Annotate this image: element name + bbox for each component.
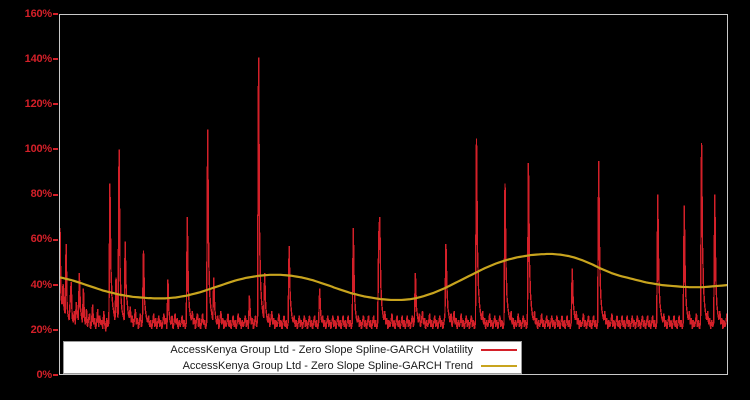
y-axis-tick-mark <box>53 103 58 105</box>
y-axis-tick-40: 40% <box>30 279 53 291</box>
y-axis-tick-120: 120% <box>24 98 53 110</box>
volatility-series-line <box>60 57 727 332</box>
legend-entry-volatility: AccessKenya Group Ltd - Zero Slope Splin… <box>64 342 521 358</box>
plot-area <box>59 14 728 375</box>
y-axis-tick-100: 100% <box>24 143 53 155</box>
y-axis-tick-mark <box>53 194 58 196</box>
y-axis-tick-20: 20% <box>30 324 53 336</box>
y-axis-tick-mark <box>53 329 58 331</box>
y-axis-tick-140: 140% <box>24 53 53 65</box>
legend-swatch-volatility <box>481 349 517 351</box>
y-axis-tick-0: 0% <box>36 369 53 381</box>
series-canvas <box>60 57 727 332</box>
y-axis: 160% 140% 120% 100% 80% 60% 40% 20% 0% <box>0 0 53 400</box>
y-axis-tick-mark <box>53 148 58 150</box>
chart-legend: AccessKenya Group Ltd - Zero Slope Splin… <box>63 341 522 374</box>
legend-entry-trend: AccessKenya Group Ltd - Zero Slope Splin… <box>64 358 521 374</box>
y-axis-tick-mark <box>53 58 58 60</box>
legend-swatch-trend <box>481 365 517 367</box>
legend-label-volatility: AccessKenya Group Ltd - Zero Slope Splin… <box>170 344 473 356</box>
y-axis-tick-mark <box>53 284 58 286</box>
y-axis-tick-160: 160% <box>24 8 53 20</box>
y-axis-tick-60: 60% <box>30 233 53 245</box>
y-axis-tick-mark <box>53 239 58 241</box>
trend-series-line <box>60 252 727 302</box>
y-axis-tick-mark <box>53 13 58 15</box>
legend-label-trend: AccessKenya Group Ltd - Zero Slope Splin… <box>182 360 473 372</box>
y-axis-tick-80: 80% <box>30 188 53 200</box>
y-axis-tick-mark <box>53 374 58 376</box>
